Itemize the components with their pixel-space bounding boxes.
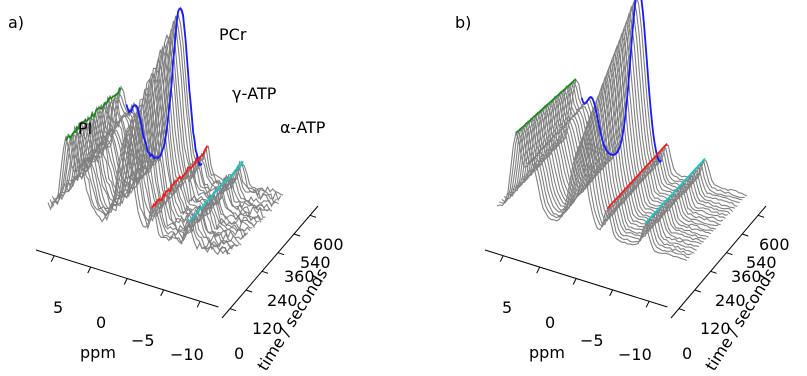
spectrum-trace [47,135,229,256]
time-axis-line [221,205,319,319]
spectrum-trace [91,35,273,212]
spectrum-trace [499,129,690,259]
time-axis-tick [694,289,701,293]
gamma-atp-series-line [606,142,668,210]
time-axis-tick [261,270,269,274]
y-tick-label: 600 [313,235,344,254]
pi-series-line [65,87,122,142]
time-axis-tick [710,270,717,274]
spectrum-trace [508,116,700,248]
panel-label: a) [8,13,24,32]
ppm-axis-tick [50,255,55,262]
panel-b: b) 5 0 −5 −10 ppm 0 120 240 360 540 600 … [455,0,790,374]
y-tick-label: 360 [731,267,762,286]
spectrum-trace [61,105,242,246]
spectrum-trace [516,95,707,240]
y-tick-label: 600 [759,235,790,254]
x-tick-label: 0 [96,313,106,332]
spectrum-trace [528,64,719,227]
time-axis-tick [277,252,285,256]
spectrum-trace [523,76,714,232]
y-tick-label: 120 [700,319,731,338]
y-tick-label: 0 [682,344,692,363]
spectrum-trace [511,108,702,245]
alpha-atp-series-line [644,157,706,224]
axes [35,205,319,319]
pcr-series-line [580,0,663,163]
annotation-pcr: PCr [219,25,247,44]
spectrum-trace [51,124,233,253]
spectrum-trace [503,125,695,254]
time-axis-tick [726,252,733,256]
annotation-pi: PI [78,119,92,138]
annotation-alpha-atp: α-ATP [280,118,326,137]
y-tick-label: 240 [715,291,746,310]
x-tick-label: −5 [131,331,155,350]
x-tick-label: −10 [170,345,204,364]
spectrum-trace [496,130,688,262]
gamma-atp-series-line [151,145,209,209]
gray-spectra-traces [496,0,748,262]
y-tick-label: 360 [284,267,315,286]
ppm-axis-tick [572,278,577,285]
gray-spectra-traces [47,6,284,256]
spectrum-trace [74,72,255,228]
panel-label: b) [455,13,471,32]
x-tick-label: −10 [618,345,652,364]
spectrum-trace [542,26,733,212]
ppm-axis-tick [609,289,614,297]
spectrum-trace [513,103,704,243]
spectrum-trace [544,20,736,209]
ppm-axis-tick [160,289,165,297]
highlight-series [65,7,244,223]
time-axis-tick [742,233,749,237]
ppm-axis-tick [536,266,541,274]
annotation-gamma-atp: γ-ATP [232,84,277,103]
spectrum-trace [520,82,712,235]
panel-a: a) PCr γ-ATP α-ATP PI 5 0 −5 −10 ppm 0 1… [8,6,344,374]
x-tick-label: 5 [502,298,512,317]
ppm-axis-tick [123,278,128,285]
spectrum-trace [549,5,740,203]
alpha-atp-series-line [187,160,244,223]
spectrum-trace [67,89,249,237]
pcr-series-line [125,7,203,166]
time-axis-tick [229,308,237,312]
spectrum-trace [532,52,724,222]
spectrum-trace [84,45,266,218]
spectrum-trace [537,39,728,216]
ppm-axis-tick [196,301,201,308]
x-tick-label: 5 [53,298,63,317]
pi-series-line [515,78,577,134]
x-tick-label: −5 [580,331,604,350]
time-axis-tick [309,214,317,218]
spectrum-trace [540,32,731,215]
x-axis-label: ppm [80,343,116,362]
spectrum-trace [506,121,697,251]
time-axis-tick [293,233,301,237]
y-tick-label: 540 [300,253,331,272]
ppm-axis-tick [499,255,504,262]
spectrum-trace [501,128,693,256]
time-axis-tick [678,308,686,312]
spectrum-trace [54,117,235,248]
highlight-series [515,0,706,224]
x-tick-label: 0 [545,313,555,332]
x-axis-label: ppm [529,343,565,362]
axes [484,205,767,319]
spectrum-trace [98,15,279,205]
spectrum-trace [96,20,277,206]
spectrum-trace [535,45,726,219]
time-axis-tick [757,214,765,218]
ppm-axis-tick [87,266,92,274]
y-tick-label: 240 [267,291,298,310]
time-axis-line [670,205,767,319]
time-axis-tick [245,289,253,293]
ppm-axis-tick [645,301,650,308]
y-tick-label: 0 [234,344,244,363]
y-tick-label: 540 [746,253,777,272]
spectrum-trace [530,58,721,226]
y-tick-label: 120 [252,319,283,338]
